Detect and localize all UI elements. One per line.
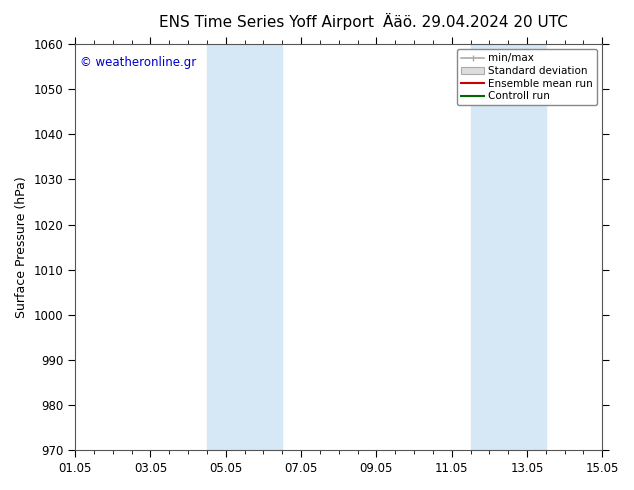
Legend: min/max, Standard deviation, Ensemble mean run, Controll run: min/max, Standard deviation, Ensemble me… bbox=[457, 49, 597, 105]
Y-axis label: Surface Pressure (hPa): Surface Pressure (hPa) bbox=[15, 176, 28, 318]
Text: © weatheronline.gr: © weatheronline.gr bbox=[81, 56, 197, 69]
Text: ENS Time Series Yoff Airport: ENS Time Series Yoff Airport bbox=[158, 15, 374, 30]
Bar bbox=[207, 44, 282, 450]
Bar bbox=[470, 44, 546, 450]
Text: Ääö. 29.04.2024 20 UTC: Ääö. 29.04.2024 20 UTC bbox=[383, 15, 568, 30]
